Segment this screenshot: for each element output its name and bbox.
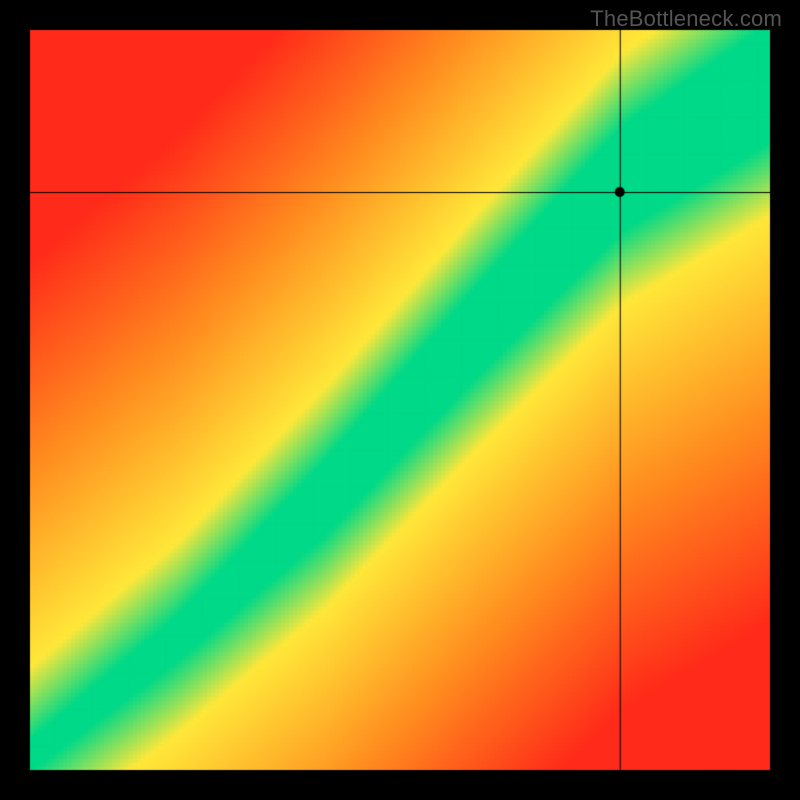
watermark-text: TheBottleneck.com (590, 6, 782, 32)
bottleneck-heatmap (0, 0, 800, 800)
